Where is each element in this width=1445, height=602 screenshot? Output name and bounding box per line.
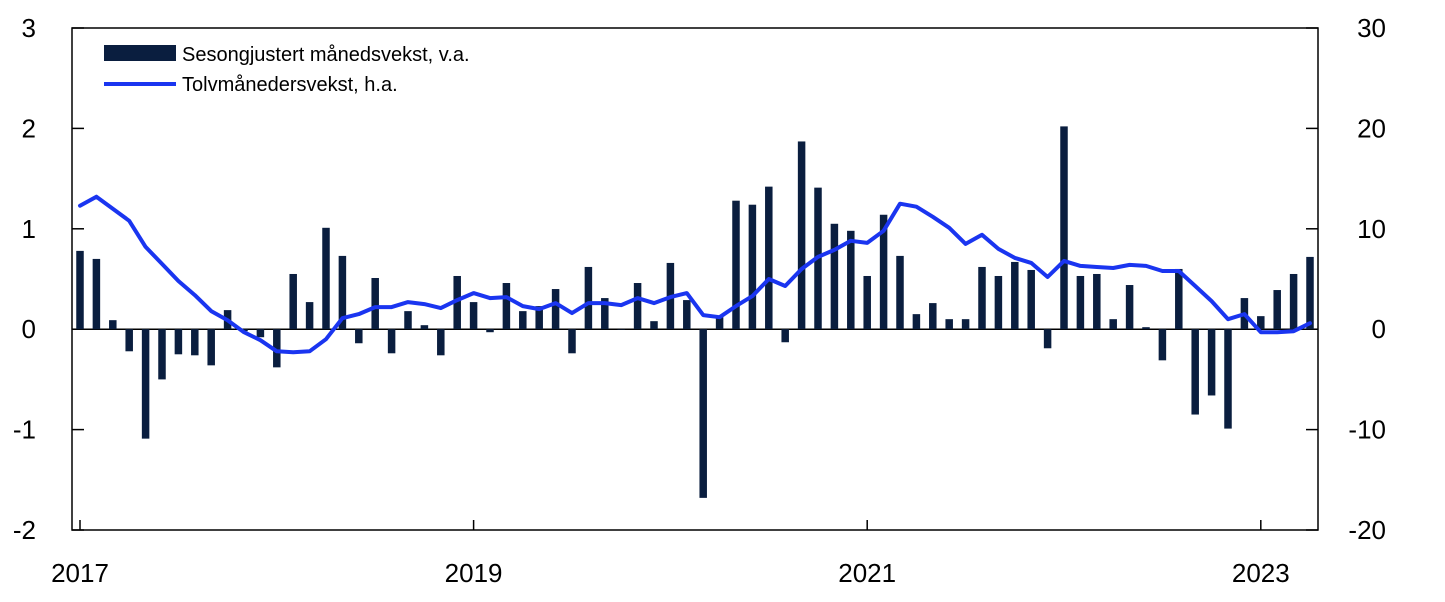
bar xyxy=(617,329,625,330)
legend-label-line: Tolvmånedersvekst, h.a. xyxy=(182,74,398,96)
bar xyxy=(1158,329,1167,361)
bar xyxy=(863,275,871,330)
bar xyxy=(551,289,560,330)
bar xyxy=(797,141,806,330)
right-tick-label: 30 xyxy=(1357,13,1386,43)
left-tick-label: 3 xyxy=(22,13,36,43)
bar xyxy=(486,329,494,333)
left-tick-label: -2 xyxy=(13,515,36,545)
x-axis: 2017 2019 2021 2023 xyxy=(51,520,1290,588)
bar xyxy=(338,255,347,330)
bar xyxy=(896,255,904,330)
bar xyxy=(207,329,215,366)
bar xyxy=(847,230,855,330)
bar xyxy=(158,329,166,380)
bar xyxy=(765,186,773,330)
bar-series xyxy=(76,126,1314,498)
left-tick-label: 2 xyxy=(22,113,36,143)
bar xyxy=(1191,329,1199,415)
bar xyxy=(568,329,576,354)
bar xyxy=(404,311,412,330)
bar xyxy=(978,266,986,330)
left-tick-label: 1 xyxy=(22,214,36,244)
bar xyxy=(879,214,888,330)
x-tick-label: 2021 xyxy=(838,558,896,588)
left-tick-label: 0 xyxy=(22,314,36,344)
bar xyxy=(322,227,330,330)
bar xyxy=(650,321,658,330)
plot-frame xyxy=(71,27,1319,531)
right-axis: -20 -10 0 10 20 30 xyxy=(1306,13,1386,545)
bar xyxy=(453,275,461,330)
bar xyxy=(912,314,921,330)
bar xyxy=(256,329,265,338)
bar xyxy=(371,277,379,330)
bar xyxy=(519,311,527,330)
bar xyxy=(781,329,789,343)
x-tick-label: 2017 xyxy=(51,558,109,588)
bar xyxy=(1043,329,1052,349)
bar xyxy=(601,298,609,330)
bar xyxy=(715,317,724,330)
bar xyxy=(273,329,281,368)
bar xyxy=(1027,269,1035,330)
bar xyxy=(125,329,133,352)
bar xyxy=(1142,327,1150,330)
bar xyxy=(1093,273,1101,330)
bar xyxy=(92,258,101,330)
bar xyxy=(420,325,429,330)
bar xyxy=(961,319,970,330)
right-tick-label: 0 xyxy=(1372,314,1386,344)
bar xyxy=(191,329,199,356)
left-axis: -2 -1 0 1 2 3 xyxy=(13,13,84,545)
bar xyxy=(76,250,84,330)
bar xyxy=(387,329,396,354)
bar xyxy=(502,283,511,330)
bar xyxy=(1207,329,1216,396)
legend-bar-swatch xyxy=(104,45,176,61)
legend: Sesongjustert månedsvekst, v.a. Tolvmåne… xyxy=(104,44,470,96)
bar xyxy=(1273,290,1281,330)
bar xyxy=(1257,316,1265,330)
x-tick-label: 2019 xyxy=(445,558,503,588)
bar xyxy=(355,329,363,344)
left-tick-label: -1 xyxy=(13,415,36,445)
bar xyxy=(683,300,691,330)
right-tick-label: -20 xyxy=(1348,515,1386,545)
right-tick-label: 10 xyxy=(1357,214,1386,244)
bar xyxy=(1224,329,1232,429)
bar xyxy=(535,306,543,330)
bar xyxy=(929,303,937,330)
legend-label-bars: Sesongjustert månedsvekst, v.a. xyxy=(182,44,470,66)
bar xyxy=(141,329,150,439)
bar xyxy=(174,329,183,355)
bar xyxy=(1125,285,1134,330)
bar xyxy=(305,302,314,330)
bar xyxy=(1011,261,1019,330)
bar xyxy=(469,302,478,330)
bar xyxy=(1076,275,1085,330)
bar xyxy=(1109,319,1117,330)
bar xyxy=(994,275,1003,330)
bar xyxy=(289,273,297,330)
right-tick-label: -10 xyxy=(1348,415,1386,445)
bar xyxy=(633,283,642,330)
bar xyxy=(699,329,707,498)
bar xyxy=(1306,256,1314,330)
bar xyxy=(1175,268,1183,330)
bar xyxy=(1060,126,1068,330)
line-series xyxy=(78,194,1312,355)
x-tick-label: 2023 xyxy=(1232,558,1290,588)
bar xyxy=(437,329,445,356)
bar xyxy=(1289,273,1298,330)
bar xyxy=(945,319,953,330)
bar xyxy=(109,320,117,330)
bar xyxy=(584,266,593,330)
right-tick-label: 20 xyxy=(1357,113,1386,143)
bar xyxy=(732,200,740,330)
bar xyxy=(748,204,757,330)
bar xyxy=(830,223,839,330)
